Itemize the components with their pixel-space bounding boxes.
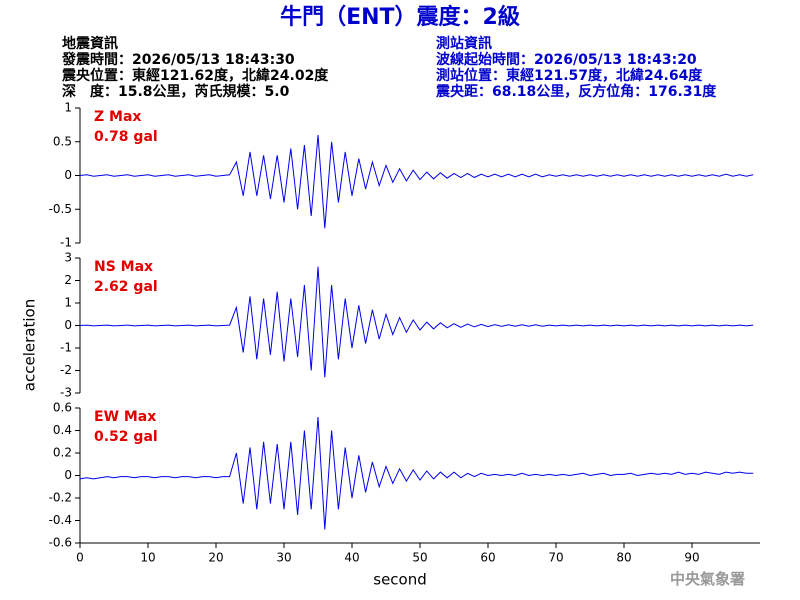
info-right: 測站資訊 bbox=[436, 35, 492, 52]
x-tick-label: 80 bbox=[616, 551, 631, 565]
y-tick-label: 2 bbox=[64, 273, 72, 287]
credit: 中央氣象署 bbox=[670, 570, 745, 588]
y-tick-label: -0.6 bbox=[49, 536, 72, 550]
component-label: EW Max bbox=[94, 409, 156, 425]
max-label: 0.78 gal bbox=[94, 129, 158, 145]
y-tick-label: -1 bbox=[60, 236, 72, 250]
y-tick-label: 0 bbox=[64, 468, 72, 482]
x-tick-label: 50 bbox=[412, 551, 427, 565]
x-tick-label: 10 bbox=[140, 551, 155, 565]
y-tick-label: -3 bbox=[60, 386, 72, 400]
y-tick-label: -2 bbox=[60, 363, 72, 377]
info-left: 地震資訊 bbox=[62, 35, 118, 52]
info-right: 測站位置：東經121.57度，北緯24.64度 bbox=[436, 67, 703, 84]
info-left: 發震時間：2026/05/13 18:43:30 bbox=[61, 51, 295, 68]
x-tick-label: 40 bbox=[344, 551, 359, 565]
x-tick-label: 90 bbox=[684, 551, 699, 565]
chart-title: 牛門（ENT）震度：2級 bbox=[280, 4, 520, 30]
component-label: Z Max bbox=[94, 109, 141, 125]
y-tick-label: -0.2 bbox=[49, 491, 72, 505]
y-tick-label: 0.2 bbox=[53, 446, 72, 460]
component-label: NS Max bbox=[94, 259, 153, 275]
y-tick-label: -0.5 bbox=[49, 202, 72, 216]
max-label: 2.62 gal bbox=[94, 279, 158, 295]
info-left: 深 度：15.8公里，芮氏規模：5.0 bbox=[62, 83, 290, 100]
info-right: 波線起始時間：2026/05/13 18:43:20 bbox=[436, 51, 697, 68]
waveform bbox=[79, 416, 754, 530]
y-tick-label: 0 bbox=[64, 318, 72, 332]
y-tick-label: 0 bbox=[64, 168, 72, 182]
y-tick-label: 0.4 bbox=[53, 423, 72, 437]
y-tick-label: -0.4 bbox=[49, 513, 72, 527]
max-label: 0.52 gal bbox=[94, 429, 158, 445]
x-tick-label: 60 bbox=[480, 551, 495, 565]
info-left: 震央位置：東經121.62度，北緯24.02度 bbox=[61, 67, 329, 84]
info-right: 震央距：68.18公里，反方位角：176.31度 bbox=[435, 83, 717, 100]
y-tick-label: 0.5 bbox=[53, 134, 72, 148]
x-tick-label: 0 bbox=[76, 551, 84, 565]
waveform bbox=[79, 134, 754, 229]
x-tick-label: 30 bbox=[276, 551, 291, 565]
x-axis-label: second bbox=[373, 571, 427, 589]
y-axis-label: acceleration bbox=[21, 299, 39, 391]
y-tick-label: 0.6 bbox=[53, 401, 72, 415]
y-tick-label: 1 bbox=[64, 101, 72, 115]
y-tick-label: -1 bbox=[60, 341, 72, 355]
y-tick-label: 1 bbox=[64, 296, 72, 310]
y-tick-label: 3 bbox=[64, 251, 72, 265]
waveform bbox=[79, 266, 754, 378]
x-tick-label: 20 bbox=[208, 551, 223, 565]
x-tick-label: 70 bbox=[548, 551, 563, 565]
